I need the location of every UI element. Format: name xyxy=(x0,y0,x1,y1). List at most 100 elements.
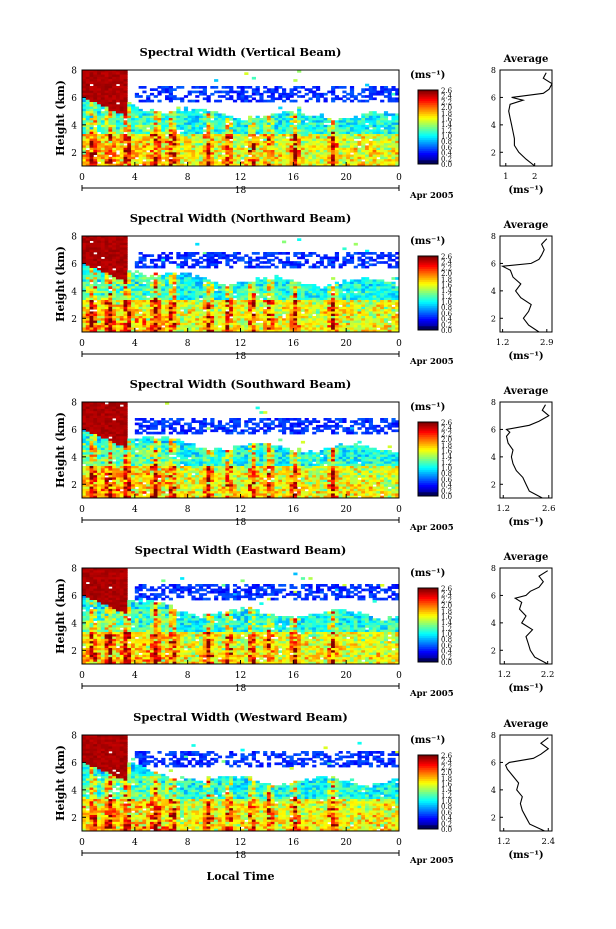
heatmap-cell xyxy=(93,108,98,112)
colorbar-tick-label: 0.2 xyxy=(441,155,452,163)
heatmap-cell xyxy=(244,154,249,158)
heatmap-cell xyxy=(240,90,245,94)
heatmap-cell xyxy=(93,277,98,280)
heatmap-cell xyxy=(123,129,128,133)
heatmap-cell xyxy=(214,150,219,153)
colorbar-swatch xyxy=(418,149,438,152)
heatmap-cell xyxy=(236,288,241,292)
heatmap-cell xyxy=(146,290,151,294)
heatmap-cell xyxy=(138,161,143,165)
heatmap-cell xyxy=(387,252,392,255)
colorbar-tick-label: 0.8 xyxy=(441,138,452,146)
heatmap-cell xyxy=(319,311,324,315)
heatmap-cell xyxy=(391,124,396,128)
heatmap-cell xyxy=(278,159,283,162)
heatmap-cell xyxy=(338,265,343,269)
heatmap-cell xyxy=(297,115,302,119)
heatmap-cell xyxy=(331,147,336,151)
heatmap-cell xyxy=(104,249,109,253)
heatmap-cell xyxy=(312,118,317,121)
heatmap-cell xyxy=(300,136,306,139)
heatmap-cell xyxy=(89,147,94,151)
heatmap-cell xyxy=(214,118,219,121)
heatmap-cell xyxy=(97,90,102,94)
heatmap-cell xyxy=(89,124,94,128)
heatmap-cell xyxy=(191,129,196,133)
heatmap-cell xyxy=(202,159,207,162)
heatmap-cell xyxy=(100,242,106,246)
heatmap-cell xyxy=(323,325,328,328)
heatmap-cell xyxy=(346,118,351,121)
heatmap-cell xyxy=(391,150,396,153)
heatmap-cell xyxy=(176,118,181,121)
heatmap-cell xyxy=(232,306,238,310)
heatmap-cell xyxy=(342,90,347,94)
heatmap-cell xyxy=(236,131,241,135)
heatmap-cell xyxy=(142,274,147,278)
heatmap-cell xyxy=(134,304,139,308)
heatmap-cell xyxy=(168,113,173,117)
heatmap-cell xyxy=(232,286,238,289)
heatmap-cell xyxy=(244,297,249,301)
heatmap-cell xyxy=(259,163,264,167)
heatmap-cell xyxy=(217,256,223,260)
heatmap-cell xyxy=(395,295,400,299)
heatmap-cell xyxy=(232,90,238,94)
heatmap-cell xyxy=(232,316,238,319)
heatmap-cell xyxy=(176,281,181,285)
heatmap-cell xyxy=(357,124,362,128)
heatmap-cell xyxy=(391,306,396,310)
heatmap-cell xyxy=(142,118,147,121)
y-tick-label: 6 xyxy=(71,260,77,270)
colorbar-swatch xyxy=(418,127,438,130)
heatmap-cell xyxy=(115,240,121,244)
heatmap-cell xyxy=(225,115,230,119)
heatmap-cell xyxy=(368,281,373,285)
heatmap-cell xyxy=(263,327,268,331)
heatmap-cell xyxy=(142,136,147,139)
heatmap-cell xyxy=(115,290,121,294)
heatmap-cell xyxy=(338,322,343,326)
heatmap-cell xyxy=(206,254,211,257)
heatmap-cell xyxy=(383,288,389,292)
heatmap-cell xyxy=(165,290,170,294)
panel-3: Spectral Width (Southward Beam)8642Heigh… xyxy=(54,377,556,533)
heatmap-cell xyxy=(282,150,287,153)
heatmap-cell xyxy=(338,159,343,162)
heatmap-cell xyxy=(108,265,113,269)
heatmap-cell xyxy=(315,124,321,128)
heatmap-cell xyxy=(93,99,98,103)
heatmap-cell xyxy=(123,111,128,114)
y-axis-label: Height (km) xyxy=(54,246,67,322)
heatmap-cell xyxy=(82,147,87,151)
heatmap-cell xyxy=(131,290,136,294)
heatmap-cell xyxy=(138,152,143,155)
heatmap-cell xyxy=(266,327,272,331)
heatmap-cell xyxy=(229,286,234,289)
heatmap-cell xyxy=(89,118,94,121)
heatmap-cell xyxy=(383,327,389,331)
heatmap-cell xyxy=(157,313,162,317)
heatmap-cell xyxy=(244,254,249,257)
heatmap-cell xyxy=(327,156,332,160)
heatmap-cell xyxy=(327,286,332,289)
heatmap-cell xyxy=(300,320,306,324)
heatmap-cell xyxy=(266,140,272,144)
heatmap-cell xyxy=(149,313,155,317)
heatmap-cell xyxy=(229,88,234,91)
heatmap-cell xyxy=(210,290,215,294)
heatmap-cell xyxy=(115,242,121,246)
heatmap-cell xyxy=(338,320,343,324)
heatmap-cell xyxy=(104,284,109,287)
heatmap-cell xyxy=(361,95,366,98)
heatmap-cell xyxy=(349,163,355,167)
heatmap-cell xyxy=(331,302,336,305)
heatmap-cell xyxy=(338,293,343,296)
x-tick-label: 4 xyxy=(132,173,138,183)
heatmap-cell xyxy=(198,147,204,151)
heatmap-cell xyxy=(353,129,358,133)
heatmap-cell xyxy=(312,309,317,312)
heatmap-cell xyxy=(274,274,279,278)
heatmap-cell xyxy=(334,129,340,133)
heatmap-cell xyxy=(342,129,347,133)
